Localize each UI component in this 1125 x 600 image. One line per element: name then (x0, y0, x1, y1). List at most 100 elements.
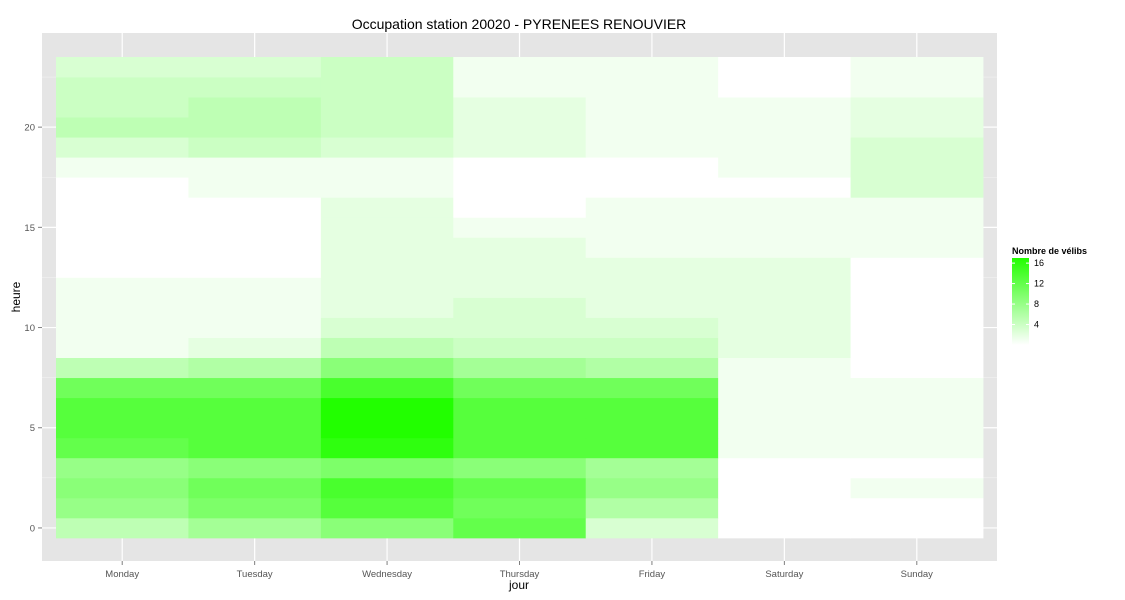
heatmap-cell (320, 277, 454, 298)
heatmap-cell (320, 217, 454, 238)
heatmap-cell (320, 97, 454, 118)
heatmap-cell (585, 97, 719, 118)
heatmap-cell (188, 397, 322, 419)
heatmap-cell (850, 497, 984, 519)
heatmap-cell (320, 497, 454, 519)
heatmap-cell (850, 517, 984, 539)
heatmap-cell (850, 337, 984, 358)
heatmap-cell (453, 57, 587, 78)
heatmap-cell (453, 117, 587, 138)
heatmap-cell (453, 497, 587, 519)
legend-colorbar (1012, 258, 1029, 345)
legend-tick-label: 16 (1034, 258, 1044, 268)
heatmap-cell (585, 217, 719, 238)
heatmap-cell (585, 77, 719, 98)
heatmap-cell (320, 437, 454, 459)
legend-ticks: 4 8 12 16 (1012, 258, 1044, 330)
heatmap-cell (850, 417, 984, 439)
x-tick-label: Thursday (500, 569, 540, 580)
heatmap-cell (850, 357, 984, 379)
heatmap-cell (850, 257, 984, 278)
heatmap-cell (320, 397, 454, 419)
heatmap-cell (850, 377, 984, 399)
heatmap-cell (56, 377, 189, 399)
heatmap-cell (320, 317, 454, 338)
heatmap-cell (56, 297, 189, 318)
heatmap-cell (453, 337, 587, 358)
heatmap-cell (585, 117, 719, 138)
heatmap-cell (188, 497, 322, 519)
heatmap-cell (320, 137, 454, 158)
y-axis-ticks: 0 5 10 15 20 (24, 123, 42, 534)
heatmap-cell (188, 137, 322, 158)
legend: Nombre de vélibs 4 8 12 16 (1012, 246, 1087, 345)
heatmap-cell (188, 97, 322, 118)
heatmap-cell (718, 297, 851, 318)
heatmap-cell (56, 477, 189, 499)
heatmap-cell (850, 477, 984, 499)
heatmap-cell (718, 137, 851, 158)
heatmap-cell (188, 377, 322, 399)
heatmap-cell (453, 237, 587, 258)
heatmap-cell (850, 57, 984, 78)
heatmap-cell (850, 177, 984, 198)
heatmap-cell (585, 177, 719, 198)
heatmap-cell (718, 117, 851, 138)
heatmap-cell (585, 417, 719, 439)
chart-title: Occupation station 20020 - PYRENEES RENO… (352, 16, 687, 32)
heatmap-cell (56, 137, 189, 158)
heatmap-cell (453, 177, 587, 198)
heatmap-cell (718, 257, 851, 278)
heatmap-cell (585, 517, 719, 539)
y-tick-label: 5 (30, 423, 35, 434)
heatmap-cell (453, 457, 587, 479)
heatmap-cell (585, 437, 719, 459)
heatmap-cell (188, 157, 322, 178)
heatmap-cell (453, 517, 587, 539)
x-axis-ticks: Monday Tuesday Wednesday Thursday Friday Satu… (105, 561, 933, 580)
heatmap-cell (56, 157, 189, 178)
heatmap-cell (56, 117, 189, 138)
x-tick-label: Friday (639, 569, 666, 580)
heatmap-cell (56, 497, 189, 519)
heatmap-cell (453, 477, 587, 499)
y-axis-title: heure (9, 281, 23, 312)
heatmap-cell (188, 117, 322, 138)
heatmap-cell (585, 277, 719, 298)
heatmap-cells (56, 57, 984, 539)
heatmap-cell (453, 417, 587, 439)
heatmap-cell (585, 137, 719, 158)
heatmap-cell (718, 497, 851, 519)
heatmap-cell (320, 297, 454, 318)
heatmap-cell (453, 357, 587, 379)
heatmap-cell (585, 257, 719, 278)
heatmap-cell (56, 317, 189, 338)
x-tick-label: Monday (105, 569, 139, 580)
heatmap-cell (188, 237, 322, 258)
heatmap-cell (718, 477, 851, 499)
heatmap-cell (56, 77, 189, 98)
heatmap-cell (850, 297, 984, 318)
heatmap-cell (320, 197, 454, 218)
heatmap-cell (453, 137, 587, 158)
heatmap-cell (453, 317, 587, 338)
heatmap-cell (850, 237, 984, 258)
heatmap-cell (718, 237, 851, 258)
heatmap-cell (718, 417, 851, 439)
heatmap-cell (56, 357, 189, 379)
x-tick-label: Tuesday (237, 569, 273, 580)
heatmap-cell (188, 457, 322, 479)
heatmap-cell (850, 277, 984, 298)
heatmap-cell (56, 257, 189, 278)
x-tick-label: Wednesday (362, 569, 412, 580)
heatmap-cell (320, 357, 454, 379)
y-tick-label: 0 (30, 523, 35, 534)
heatmap-cell (453, 197, 587, 218)
heatmap-cell (188, 337, 322, 358)
heatmap-cell (585, 317, 719, 338)
heatmap-cell (320, 477, 454, 499)
heatmap-cell (320, 257, 454, 278)
heatmap-cell (585, 237, 719, 258)
heatmap-cell (188, 217, 322, 238)
